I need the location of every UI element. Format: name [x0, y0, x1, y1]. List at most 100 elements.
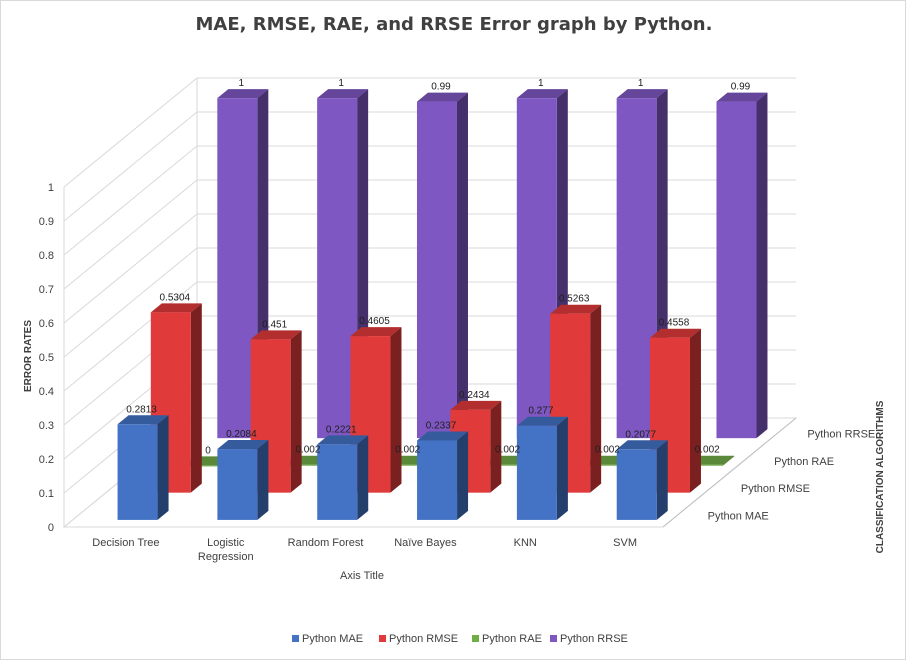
y-tick-label: 0.4 — [39, 386, 54, 398]
bar-side — [756, 92, 768, 439]
y-tick-label: 0.6 — [39, 318, 54, 330]
x-axis-title: Axis Title — [340, 570, 384, 582]
data-label: 1 — [338, 78, 344, 89]
y-tick-label: 0.1 — [39, 488, 54, 500]
data-label: 0.002 — [395, 445, 420, 456]
y-tick-label: 0.8 — [39, 250, 54, 262]
x-axis-labels: Decision Tree Logistic Regression Random Fo… — [92, 537, 637, 563]
bar-side — [490, 400, 502, 493]
data-label: 0.5304 — [160, 292, 191, 303]
legend-swatch — [550, 635, 557, 642]
data-label: 0.451 — [262, 319, 287, 330]
y-tick-label: 1 — [48, 182, 54, 194]
bar — [616, 440, 668, 520]
depth-axis-line — [662, 417, 797, 528]
data-label: 0.4605 — [359, 316, 390, 327]
y-tick-label: 0.2 — [39, 454, 54, 466]
depth-label: Python RAE — [774, 456, 834, 468]
bar-top — [450, 400, 502, 410]
legend-item: Python RRSE — [550, 633, 628, 645]
y-axis-title: ERROR RATES — [23, 320, 34, 392]
bar-side — [290, 330, 302, 493]
bar-top — [550, 304, 602, 314]
category-label: Decision Tree — [92, 537, 159, 549]
category-label: SVM — [613, 537, 637, 549]
data-label: 0.277 — [528, 406, 553, 417]
y-tick-label: 0 — [48, 522, 54, 534]
data-label: 0.002 — [595, 445, 620, 456]
bar-top — [716, 92, 768, 102]
bar-side — [689, 328, 701, 493]
bar-top — [150, 303, 202, 313]
bar-top — [217, 440, 269, 450]
depth-axis-labels: Python MAE Python RMSE Python RAE Python RR… — [708, 429, 876, 523]
data-label: 0.002 — [295, 445, 320, 456]
bar-front — [184, 465, 225, 467]
bar-front — [217, 449, 258, 520]
data-label: 1 — [239, 78, 245, 89]
bar-top — [417, 431, 469, 441]
bar-side — [456, 92, 468, 439]
bar — [716, 92, 768, 439]
bar-front — [683, 464, 724, 466]
bar — [417, 431, 469, 520]
bar-side — [556, 416, 568, 520]
y-tick-label: 0.9 — [39, 216, 54, 228]
category-label: Regression — [198, 551, 254, 563]
bar-side — [257, 440, 269, 520]
bar — [317, 435, 369, 520]
bar-front — [283, 464, 324, 466]
bar-top — [217, 89, 269, 99]
legend-item: Python RMSE — [379, 633, 458, 645]
depth-label: Python RRSE — [807, 429, 875, 441]
legend-label: Python RMSE — [389, 633, 458, 645]
depth-label: Python MAE — [708, 510, 769, 522]
y-tick-label: 0.5 — [39, 352, 54, 364]
legend-swatch — [379, 635, 386, 642]
bar-front — [516, 425, 557, 520]
bar-side — [190, 303, 202, 493]
chart-title: MAE, RMSE, RAE, and RRSE Error graph by … — [196, 14, 713, 35]
bar-side — [656, 440, 668, 520]
bar-side — [723, 455, 735, 466]
data-label: 1 — [638, 78, 644, 89]
legend-label: Python MAE — [302, 633, 363, 645]
bar-front — [317, 444, 358, 520]
bar-top — [649, 328, 701, 338]
bar-top — [516, 89, 568, 99]
category-label: Logistic — [207, 537, 245, 549]
data-label: 0.002 — [495, 445, 520, 456]
bar — [416, 92, 468, 439]
depth-label: Python RMSE — [741, 483, 810, 495]
legend-label: Python RRSE — [560, 633, 628, 645]
bar-side — [457, 431, 469, 520]
category-label: Random Forest — [288, 537, 364, 549]
bar-top — [616, 89, 668, 99]
bar-top — [616, 440, 668, 450]
bar — [117, 415, 169, 520]
bar-front — [416, 101, 457, 439]
bar-side — [357, 435, 369, 520]
bar-front — [217, 98, 258, 439]
bar-top — [350, 327, 402, 337]
legend-item: Python RAE — [472, 633, 542, 645]
bar-front — [616, 449, 657, 520]
data-label: 0.2221 — [326, 424, 357, 435]
bar-top — [250, 330, 302, 340]
data-label: 0.2813 — [126, 404, 157, 415]
chart-bars — [117, 89, 768, 520]
legend: Python MAE Python RMSE Python RAE Python RR… — [292, 633, 628, 645]
data-label: 0 — [205, 445, 211, 456]
bar-side — [390, 327, 402, 493]
legend-swatch — [292, 635, 299, 642]
data-labels: 1 1 0.99 1 1 0.99 0 0.002 0.002 0.002 0.002 0.002 0.… — [126, 78, 750, 456]
bar-top — [117, 415, 169, 425]
data-label: 0.002 — [695, 445, 720, 456]
bar-top — [317, 89, 369, 99]
bar-top — [317, 435, 369, 445]
bar-top — [416, 92, 468, 102]
data-label: 0.5263 — [559, 294, 590, 305]
data-label: 0.99 — [731, 82, 751, 93]
bar — [550, 304, 602, 493]
